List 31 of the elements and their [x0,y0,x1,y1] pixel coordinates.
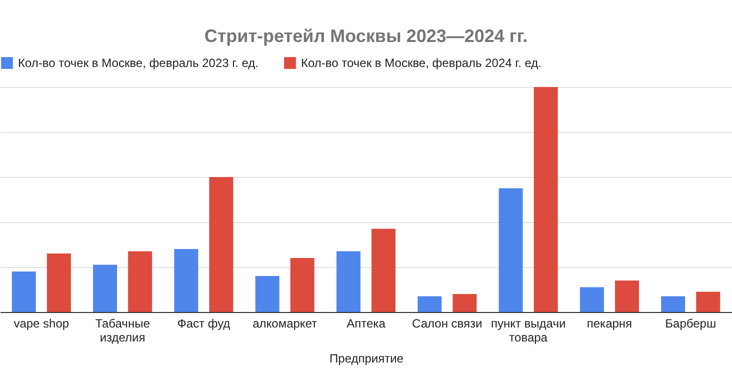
bar [661,296,686,312]
bar [174,249,198,312]
bar [372,228,396,312]
bar [534,87,558,312]
bar [498,188,523,312]
bar [12,272,36,312]
legend-label: Кол-во точек в Москве, февраль 2023 г. ед. [18,56,258,70]
bar [418,296,442,312]
bar [46,254,71,312]
x-tick-label: Аптека [346,316,386,330]
bar [696,292,720,312]
x-tick-label: Табачные изделия [95,316,150,344]
bar [128,251,152,312]
x-tick-label: vape shop [14,316,70,330]
x-tick-label: Фаст фуд [177,316,230,330]
legend-label: Кол-во точек в Москве, февраль 2024 г. ед. [301,56,542,70]
bar [336,251,360,312]
x-tick-label: пункт выдачи товара [490,316,566,344]
x-tick-label: алкомаркет [252,316,318,330]
bar [452,294,477,312]
x-tick-label: пекарня [586,316,632,330]
bar [255,276,280,312]
bar [93,264,118,312]
bar [290,258,314,312]
x-axis-title: Предприятие [330,352,404,366]
bar [209,177,234,312]
bar [614,280,639,312]
bar [580,287,604,312]
chart-title: Стрит-ретейл Москвы 2023—2024 гг. [204,26,528,46]
x-tick-label: Барберш [665,316,716,330]
x-tick-label: Салон связи [412,316,482,330]
